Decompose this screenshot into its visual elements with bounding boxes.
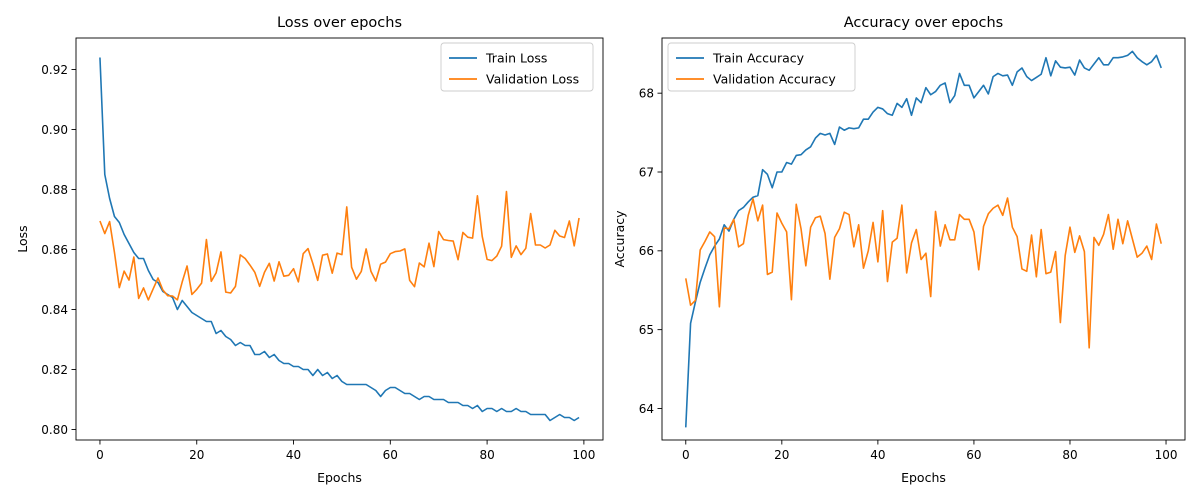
legend-box (440, 42, 594, 92)
y-tick-label: 65 (639, 323, 654, 337)
y-tick-label: 0.84 (41, 303, 68, 317)
series-line-validation-accuracy (684, 197, 1163, 349)
series-line-validation-loss (99, 190, 580, 301)
chart-panel-1: Loss over epochs 0 20 40 60 80 100 0.80 0.82 0.84… (15, 15, 604, 485)
y-tick-label: 0.86 (41, 243, 68, 257)
x-tick-label: 100 (572, 448, 595, 462)
plot-frame (661, 37, 1186, 441)
x-tick-label: 60 (383, 448, 398, 462)
y-tick-label: 0.92 (41, 63, 68, 77)
x-tick-label: 20 (189, 448, 204, 462)
series-line-train-loss (99, 57, 580, 422)
x-tick-label: 0 (96, 448, 104, 462)
legend-label: Validation Loss (486, 72, 579, 87)
y-tick-label: 64 (639, 402, 654, 416)
chart-title: Accuracy over epochs (844, 15, 1003, 31)
x-axis-label: Epochs (317, 470, 362, 485)
legend-label: Train Accuracy (712, 51, 805, 66)
y-tick-label: 68 (639, 86, 654, 100)
y-axis-label: Loss (15, 225, 30, 252)
x-axis-label: Epochs (901, 470, 946, 485)
x-tick-label: 60 (966, 448, 981, 462)
y-tick-label: 66 (639, 244, 654, 258)
chart-title: Loss over epochs (277, 15, 402, 31)
x-tick-label: 20 (774, 448, 789, 462)
y-tick-label: 0.90 (41, 123, 68, 137)
x-tick-label: 80 (1062, 448, 1077, 462)
plot-frame (75, 37, 604, 441)
x-tick-label: 80 (479, 448, 494, 462)
x-tick-label: 40 (286, 448, 301, 462)
x-tick-label: 100 (1155, 448, 1178, 462)
legend: Train Loss Validation Loss (440, 42, 594, 92)
series-line-train-accuracy (684, 50, 1162, 428)
y-tick-label: 0.80 (41, 423, 68, 437)
legend: Train Accuracy Validation Accuracy (667, 42, 856, 92)
legend-label: Validation Accuracy (713, 72, 836, 87)
y-tick-label: 0.88 (41, 183, 68, 197)
x-tick-label: 0 (682, 448, 690, 462)
x-tick-label: 40 (870, 448, 885, 462)
legend-box (667, 42, 856, 92)
y-axis-label: Accuracy (612, 210, 627, 268)
legend-label: Train Loss (485, 51, 547, 66)
chart-panel-2: Accuracy over epochs 0 20 40 60 80 100 64 65 66 67… (612, 15, 1186, 485)
y-tick-label: 0.82 (41, 363, 68, 377)
y-tick-label: 67 (639, 165, 654, 179)
